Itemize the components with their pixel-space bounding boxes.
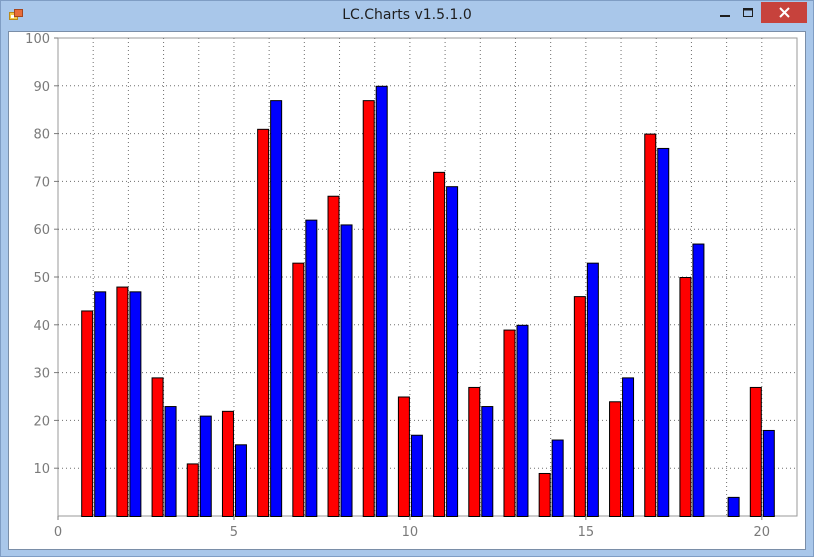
y-tick-label: 100: [25, 32, 50, 47]
bar-series-1: [503, 329, 516, 517]
bar-series-2: [586, 262, 599, 517]
y-tick-label: 30: [33, 367, 50, 382]
close-button[interactable]: [761, 2, 807, 23]
minimize-icon: [720, 14, 730, 17]
close-icon: [778, 7, 790, 18]
y-tick-label: 90: [33, 80, 50, 95]
bar-series-1: [221, 410, 234, 517]
bar-series-1: [116, 286, 129, 517]
bar-series-2: [762, 429, 775, 517]
x-tick-label: 20: [754, 525, 771, 540]
y-tick-label: 80: [33, 128, 50, 143]
x-tick-label: 0: [54, 525, 62, 540]
bar-series-2: [375, 85, 388, 518]
bar-series-2: [622, 377, 635, 517]
minimize-button[interactable]: [714, 2, 736, 23]
bar-series-1: [468, 386, 481, 517]
bar-series-1: [397, 396, 410, 517]
bar-series-1: [81, 310, 94, 517]
bar-series-1: [186, 463, 199, 518]
bar-series-1: [433, 171, 446, 517]
chart-area: 10 20 30 40 50 60 70 80 90 100 0 5 10 15 20: [8, 31, 806, 550]
maximize-icon: [743, 7, 753, 17]
x-tick-label: 5: [230, 525, 238, 540]
maximize-button[interactable]: [737, 2, 759, 23]
bar-series-2: [270, 100, 283, 517]
y-tick-label: 60: [33, 223, 50, 238]
bar-series-1: [749, 386, 762, 517]
bar-series-1: [679, 277, 692, 517]
bar-series-1: [609, 401, 622, 517]
y-tick-label: 50: [33, 271, 50, 286]
bar-series-2: [727, 496, 740, 518]
y-tick-label: 70: [33, 175, 50, 190]
bar-series-2: [164, 406, 177, 517]
x-tick-label: 15: [578, 525, 595, 540]
bar-series-1: [292, 262, 305, 517]
bar-series-2: [129, 291, 142, 517]
bar-series-1: [327, 195, 340, 518]
bar-series-2: [305, 219, 318, 517]
bar-series-2: [410, 434, 423, 517]
y-tick-label: 40: [33, 319, 50, 334]
y-tick-label: 10: [33, 462, 50, 477]
bar-series-2: [551, 439, 564, 517]
bar-series-2: [692, 243, 705, 517]
bar-series-1: [538, 472, 551, 518]
bar-series-1: [362, 100, 375, 517]
bar-series-1: [644, 133, 657, 517]
x-tick-label: 10: [402, 525, 419, 540]
bar-series-2: [94, 291, 107, 517]
bar-series-2: [657, 147, 670, 517]
bar-series-1: [573, 296, 586, 517]
y-tick-label: 20: [33, 414, 50, 429]
bar-series-2: [340, 224, 353, 517]
app-icon[interactable]: [9, 9, 23, 21]
window-title: LC.Charts v1.5.1.0: [342, 7, 472, 23]
bar-chart: 10 20 30 40 50 60 70 80 90 100 0 5 10 15 20: [25, 32, 798, 540]
bar-series-2: [481, 406, 494, 517]
bar-series-2: [516, 324, 529, 517]
bar-series-2: [234, 444, 247, 517]
bar-series-2: [446, 186, 459, 517]
bar-series-2: [199, 415, 212, 517]
bar-series-1: [257, 128, 270, 517]
bar-series-1: [151, 377, 164, 517]
title-bar[interactable]: LC.Charts v1.5.1.0: [1, 1, 813, 31]
